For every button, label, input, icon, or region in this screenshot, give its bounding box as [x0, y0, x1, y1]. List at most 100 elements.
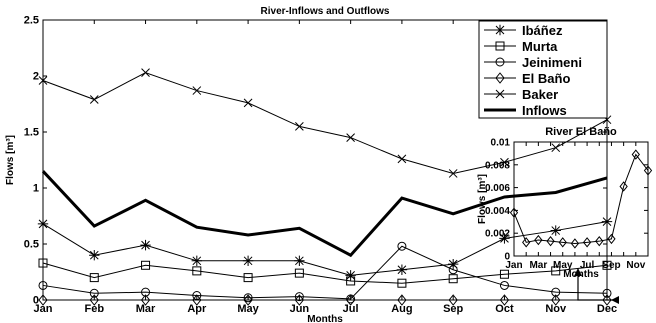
- data-point: [397, 278, 407, 288]
- data-point: [448, 265, 458, 275]
- legend-item-murta: Murta: [484, 39, 558, 54]
- legend-item-jeinimeni: Jeinimeni: [484, 55, 582, 70]
- series-line: [42, 72, 608, 174]
- legend-label: Baker: [522, 87, 558, 102]
- series-inflows: [41, 170, 608, 258]
- legend-label: Jeinimeni: [522, 55, 582, 70]
- inset-chart: 0 0.002 0.004 0.006 0.008 0.01 Jan Mar May Jul Sep…: [477, 126, 653, 280]
- series-line: [513, 153, 649, 244]
- x-tick-label: Jun: [290, 303, 310, 315]
- data-point: [140, 239, 151, 251]
- arrow-head-up: [574, 268, 582, 276]
- data-point: [601, 216, 613, 227]
- data-point: [448, 274, 458, 284]
- data-point: [570, 238, 580, 249]
- series-line: [42, 245, 608, 300]
- y-tick-label: 0.002: [485, 229, 510, 240]
- data-point: [242, 255, 254, 266]
- y-tick-label: 0.008: [485, 160, 510, 171]
- legend-marker: [495, 57, 505, 67]
- data-point: [38, 294, 48, 306]
- y-tick-label: 0.01: [491, 138, 511, 149]
- data-point: [397, 294, 407, 306]
- plot-frame: [513, 141, 649, 257]
- y-axis-label: Flows [m³]: [477, 174, 488, 224]
- x-tick-label: Jul: [580, 260, 595, 271]
- legend-marker: [495, 72, 505, 84]
- data-point: [607, 233, 616, 245]
- series-line: [42, 262, 608, 284]
- legend-item-baker: Baker: [484, 87, 558, 102]
- legend-marker: [495, 89, 505, 99]
- data-point: [140, 294, 151, 306]
- data-point: [500, 157, 509, 167]
- legend-label: Murta: [522, 39, 558, 54]
- x-tick-label: May: [237, 303, 259, 315]
- data-point: [397, 154, 407, 164]
- x-tick-label: Sep: [602, 260, 620, 271]
- data-point: [551, 266, 561, 276]
- data-point: [192, 294, 202, 306]
- series-jeinimeni: [38, 241, 612, 304]
- legend-box: [478, 20, 608, 119]
- series-murta: [38, 258, 612, 288]
- data-point: [499, 280, 509, 290]
- series-el-bano: [38, 294, 612, 306]
- data-point: [89, 288, 99, 298]
- series-baker: [38, 68, 612, 178]
- data-point: [602, 294, 612, 306]
- main-chart: 0 0.5 1 1.5 2 2.5 Jan Feb Mar Apr May Jun Jul Aug Sep O…: [5, 6, 617, 323]
- data-point: [551, 287, 561, 297]
- x-tick-label: Oct: [495, 303, 514, 315]
- data-point: [141, 68, 150, 77]
- x-tick-label: Apr: [187, 303, 207, 315]
- legend-label: Ibáñez: [522, 23, 563, 38]
- data-point: [550, 225, 561, 236]
- data-point: [294, 292, 304, 302]
- data-point: [294, 294, 305, 306]
- legend-item-inflows: Inflows: [484, 103, 567, 118]
- data-point: [141, 260, 151, 270]
- data-point: [631, 149, 640, 160]
- y-axis-label: Flows [m³]: [5, 135, 16, 185]
- data-point: [243, 294, 253, 306]
- chart-title: River El Baño: [545, 126, 617, 138]
- data-point: [89, 294, 99, 306]
- x-tick-label: Mar: [136, 303, 156, 315]
- legend-label: Inflows: [522, 103, 567, 118]
- data-point: [294, 268, 304, 278]
- series-line: [42, 221, 608, 276]
- y-tick-label: 0: [33, 295, 39, 307]
- legend-marker: [495, 41, 505, 51]
- data-point: [38, 280, 48, 290]
- x-tick-label: Jan: [34, 303, 53, 315]
- data-point: [499, 269, 509, 279]
- data-point: [192, 266, 202, 276]
- y-tick-label: 1.5: [24, 127, 39, 139]
- legend-item-el-bano: El Baño: [484, 71, 570, 86]
- x-tick-label: Feb: [84, 303, 104, 315]
- connector-arrow: [574, 268, 619, 304]
- y-tick-label: 2: [33, 71, 39, 83]
- x-tick-label: Jul: [343, 303, 359, 315]
- x-tick-label: Mar: [529, 260, 547, 271]
- x-axis-label: Months: [307, 314, 343, 323]
- data-point: [447, 258, 459, 270]
- data-point: [509, 207, 519, 218]
- data-point: [294, 255, 305, 266]
- data-point: [534, 234, 543, 246]
- data-point: [397, 241, 407, 251]
- data-point: [546, 236, 555, 247]
- y-tick-label: 1: [33, 183, 39, 195]
- data-point: [602, 260, 612, 270]
- data-point: [558, 237, 567, 248]
- data-point: [346, 133, 355, 142]
- data-point: [345, 270, 356, 281]
- data-point: [295, 122, 304, 131]
- data-point: [89, 95, 99, 104]
- arrow-head-left: [611, 296, 619, 304]
- chart-title: River-Inflows and Outflows: [261, 6, 390, 17]
- data-point: [345, 294, 356, 306]
